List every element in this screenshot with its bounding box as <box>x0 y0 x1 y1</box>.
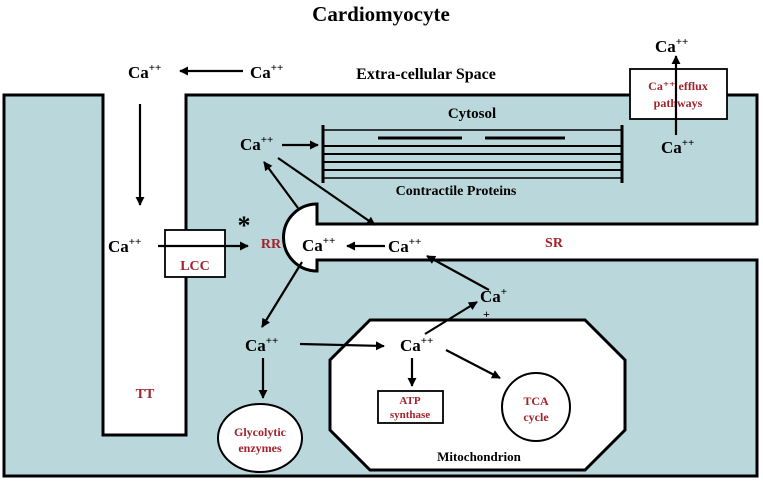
glycolytic-line1: Glycolytic <box>234 425 287 439</box>
atp-synthase-line1: ATP <box>399 395 420 407</box>
ca-sr: Ca++ <box>388 236 421 256</box>
mitochondrion <box>328 318 627 472</box>
rr-label: RR <box>261 237 282 252</box>
efflux-label-line1: Ca⁺⁺ efflux <box>648 79 708 93</box>
glycolytic-enzymes-circle <box>217 403 303 473</box>
cytosol-label: Cytosol <box>448 106 496 122</box>
flux-arrows <box>135 55 681 399</box>
ca-cytosol: Ca++ <box>240 134 273 154</box>
arrow-rr-to-glycolytic-ca <box>261 261 303 328</box>
arrow-to-tca-cycle <box>445 349 501 379</box>
sr-label: SR <box>545 236 564 251</box>
glycolytic-line2: enzymes <box>238 441 282 455</box>
efflux-label-line2: pathways <box>654 96 703 110</box>
arrow-cytosol-to-sr <box>277 157 376 226</box>
atp-synthase-line2: synthase <box>390 409 430 421</box>
arrow-mito-out <box>424 301 478 335</box>
ca-glycolytic: Ca++ <box>245 335 278 355</box>
sr-opening <box>752 225 760 259</box>
tca-cycle-line2: cycle <box>523 410 549 424</box>
lcc-label: LCC <box>180 259 210 274</box>
tca-cycle-line1: TCA <box>523 394 549 408</box>
contractile-proteins-label: Contractile Proteins <box>396 184 517 199</box>
ca-tt-lcc: Ca++ <box>108 236 141 256</box>
ca-efflux-in: Ca++ <box>661 137 694 157</box>
asterisk-marker: * <box>238 211 251 240</box>
lcc-box <box>164 229 226 278</box>
tca-cycle-circle <box>501 372 571 442</box>
ca-extracellular: Ca++ <box>250 62 283 82</box>
diagram-title: Cardiomyocyte <box>312 2 450 26</box>
ca-mitochondrion: Ca++ <box>400 335 433 355</box>
ca-efflux-out: Ca++ <box>655 36 688 56</box>
ca-tt-top: Ca++ <box>128 62 161 82</box>
extracellular-label: Extra-cellular Space <box>356 66 496 83</box>
efflux-pathways-box <box>629 68 728 120</box>
arrow-rr-to-cytosol <box>263 161 299 209</box>
contractile-proteins <box>321 125 624 183</box>
ca-mito-out: Ca+ <box>480 286 507 306</box>
arrow-to-mitochondrion <box>299 341 385 351</box>
ca-rr: Ca++ <box>302 235 335 255</box>
tt-label: TT <box>136 387 155 402</box>
ca-mito-out-plus: + <box>483 307 490 321</box>
mitochondrion-label: Mitochondrion <box>437 449 522 464</box>
arrow-to-sr <box>426 255 490 291</box>
atp-synthase-box <box>377 390 444 424</box>
